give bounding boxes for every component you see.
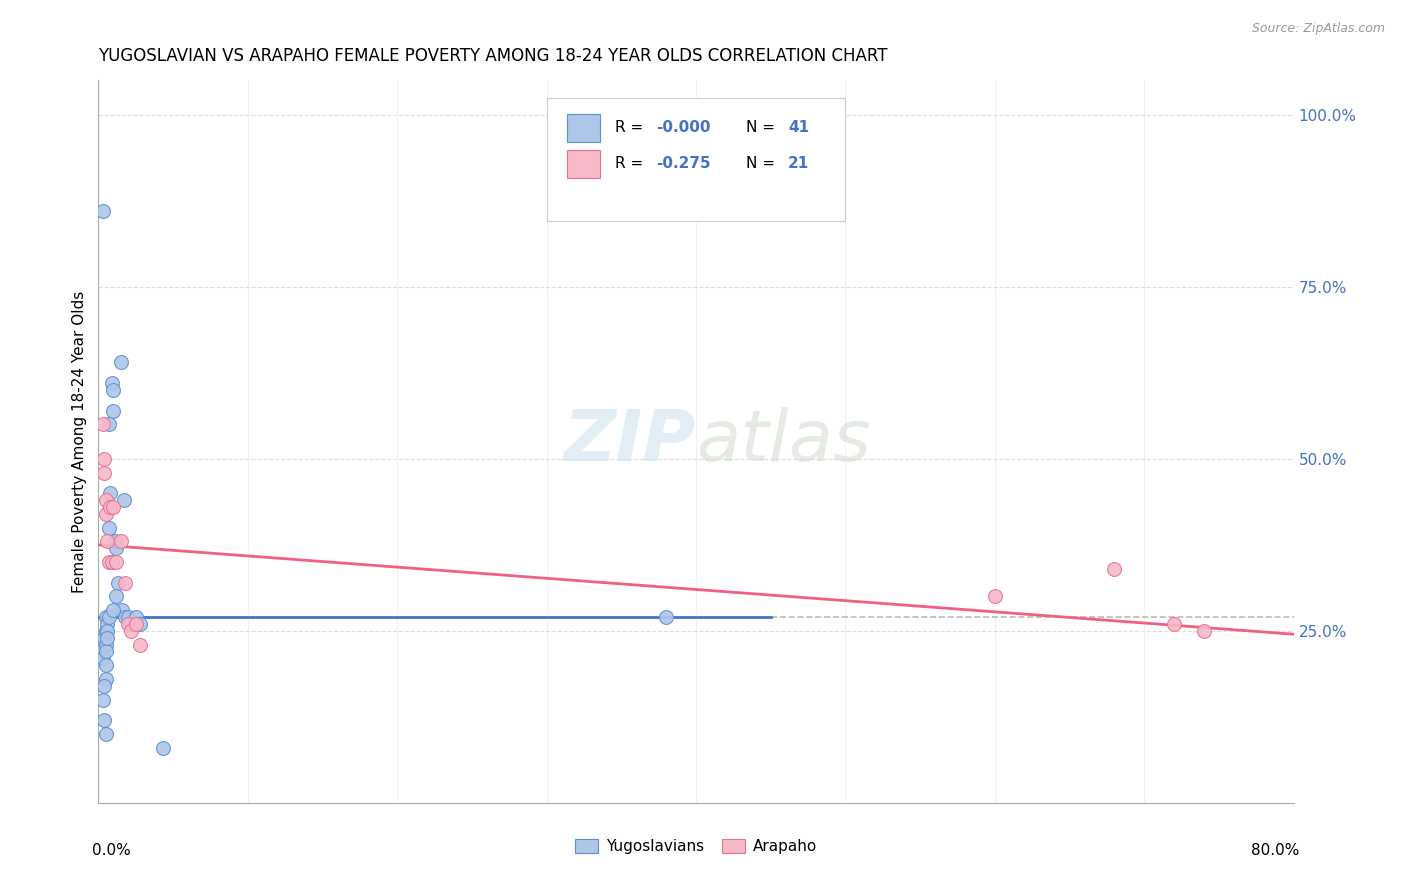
Point [110,355,132,369]
Text: R =: R = [614,120,648,135]
Point [101,376,124,390]
Point [98,486,122,500]
Text: N =: N = [747,156,780,171]
Point [117,610,139,624]
Point [104,534,127,549]
Point [1104,562,1126,576]
Bar [567,151,600,178]
Point [103,383,125,397]
Point [94,727,117,741]
Point [94,610,117,624]
Point [125,610,148,624]
Point [105,555,128,569]
Y-axis label: Female Poverty Among 18-24 Year Olds: Female Poverty Among 18-24 Year Olds [72,291,87,592]
Point [93,631,115,645]
Point [91,204,114,219]
Point [91,417,114,432]
Point [94,658,117,673]
Point [96,534,118,549]
Point [101,555,124,569]
Point [984,590,1007,604]
Point [96,624,118,638]
Point [1192,624,1215,638]
Point [97,417,120,432]
Point [105,590,128,604]
Point [91,651,114,665]
Point [94,624,117,638]
Point [93,466,115,480]
Text: 41: 41 [787,120,808,135]
Text: R =: R = [614,156,648,171]
Text: N =: N = [747,120,780,135]
Point [98,500,122,514]
Point [129,638,152,652]
Point [110,534,132,549]
Point [90,644,112,658]
Point [120,624,142,638]
Point [114,575,136,590]
Point [152,740,174,755]
Point [107,575,129,590]
Text: -0.000: -0.000 [657,120,711,135]
Point [655,610,678,624]
Text: Source: ZipAtlas.com: Source: ZipAtlas.com [1251,22,1385,36]
Point [93,679,115,693]
Point [94,672,117,686]
Point [94,638,117,652]
Point [94,493,117,508]
Point [112,493,135,508]
Point [93,713,115,727]
Point [93,451,115,466]
Point [117,616,139,631]
Point [94,644,117,658]
Text: -0.275: -0.275 [657,156,711,171]
Point [97,555,120,569]
Point [96,631,118,645]
Point [103,403,125,417]
Text: YUGOSLAVIAN VS ARAPAHO FEMALE POVERTY AMONG 18-24 YEAR OLDS CORRELATION CHART: YUGOSLAVIAN VS ARAPAHO FEMALE POVERTY AM… [98,47,889,65]
Text: ZIP: ZIP [564,407,696,476]
Point [111,603,134,617]
Point [96,616,118,631]
Point [94,507,117,521]
Point [103,500,125,514]
Point [91,692,114,706]
FancyBboxPatch shape [547,98,845,221]
Point [125,616,148,631]
Point [97,520,120,534]
Point [114,610,136,624]
Point [97,610,120,624]
Point [129,616,152,631]
Bar [567,114,600,142]
Text: atlas: atlas [696,407,870,476]
Point [98,500,122,514]
Point [101,555,124,569]
Point [120,616,142,631]
Text: 0.0%: 0.0% [93,843,131,857]
Text: 21: 21 [787,156,810,171]
Legend: Yugoslavians, Arapaho: Yugoslavians, Arapaho [569,833,823,860]
Point [103,603,125,617]
Point [1163,616,1185,631]
Text: 80.0%: 80.0% [1251,843,1299,857]
Point [105,541,128,556]
